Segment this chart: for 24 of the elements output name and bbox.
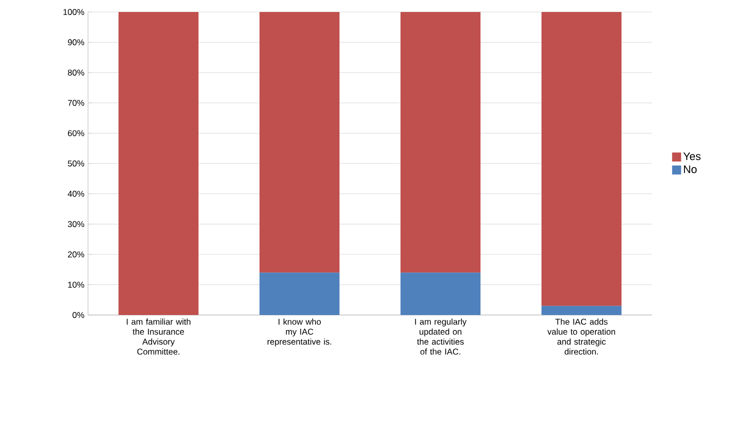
legend-label: No (684, 166, 697, 174)
x-tick-label: The IAC adds value to operation and strategic direction. (547, 318, 616, 355)
bar (118, 12, 199, 315)
legend-label: Yes (683, 152, 701, 160)
y-tick-label: 70% (68, 100, 84, 106)
bar (260, 12, 340, 273)
y-tick-label: 20% (68, 251, 84, 258)
y-tick-label: 90% (68, 39, 84, 46)
bar (542, 12, 622, 306)
y-tick-label: 30% (68, 221, 84, 228)
x-tick-label: I am familiar with the Insurance Advisory Committee. (126, 318, 190, 355)
y-tick-label: 0% (72, 312, 84, 318)
bar (400, 272, 481, 315)
y-tick-label: 10% (68, 282, 84, 288)
y-tick-label: 80% (68, 70, 84, 76)
bar (260, 272, 340, 315)
x-tick-label: I am regularly updated on the activities of the IAC. (415, 318, 467, 355)
bar (400, 12, 481, 273)
y-tick-label: 40% (68, 190, 84, 197)
y-tick-label: 50% (68, 160, 84, 166)
y-tick-label: 100% (63, 9, 84, 15)
y-tick-label: 60% (68, 130, 84, 136)
x-tick-label: I know who my IAC representative is. (268, 318, 332, 346)
bar (542, 306, 622, 315)
